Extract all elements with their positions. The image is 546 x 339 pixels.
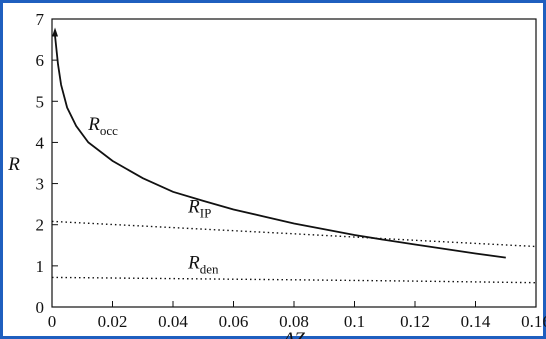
y-axis-label: R: [7, 154, 20, 175]
x-tick-label: 0.14: [461, 312, 491, 331]
y-tick-label: 4: [36, 133, 45, 152]
x-tick-label: 0.04: [158, 312, 188, 331]
series-label-occ: Rocc: [87, 114, 118, 138]
series-line-occ: [54, 35, 506, 259]
x-axis-label: ΔZ: [282, 329, 305, 339]
y-tick-label: 7: [36, 10, 45, 29]
x-tick-label: 0.02: [98, 312, 128, 331]
y-tick-label: 0: [36, 298, 45, 317]
x-tick-label: 0: [48, 312, 57, 331]
x-tick-label: 0.12: [400, 312, 430, 331]
x-tick-label: 0.16: [521, 312, 546, 331]
y-tick-label: 6: [36, 51, 45, 70]
series-line-den: [51, 276, 537, 284]
plot-area-border: [51, 18, 537, 308]
series-arrowhead: [52, 27, 59, 37]
y-tick-label: 2: [36, 216, 45, 235]
y-tick-label: 5: [36, 92, 45, 111]
x-tick-label: 0.1: [344, 312, 365, 331]
x-tick-label: 0.08: [279, 312, 309, 331]
y-tick-label: 3: [36, 175, 45, 194]
series-line-ip: [51, 220, 537, 248]
x-tick-label: 0.06: [219, 312, 249, 331]
series-label-ip: RIP: [187, 196, 211, 220]
y-tick-label: 1: [36, 257, 45, 276]
series-label-den: Rden: [187, 253, 219, 277]
